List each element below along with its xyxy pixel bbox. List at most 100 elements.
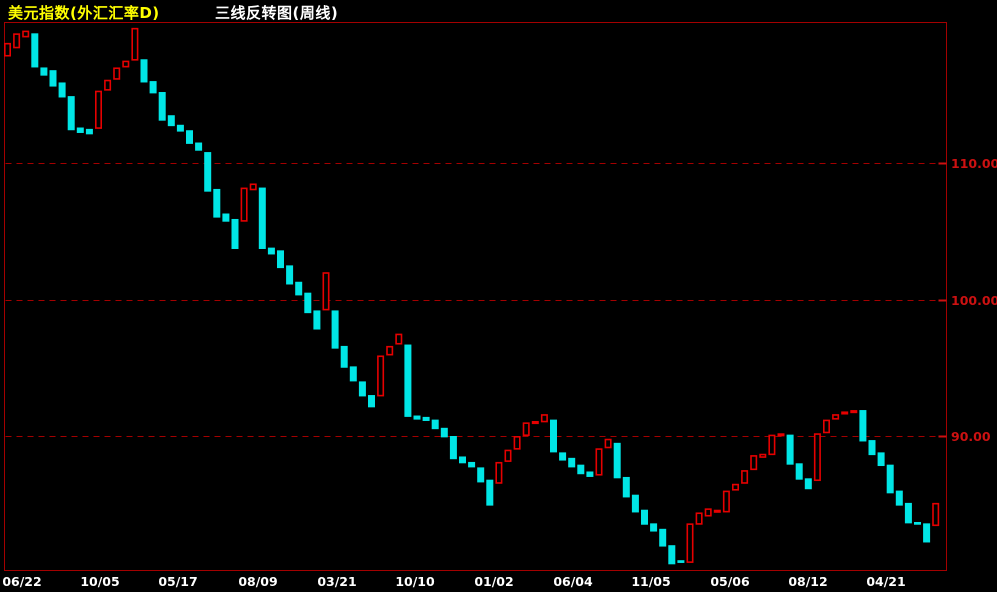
down-column-bar	[277, 250, 284, 269]
down-column-bar	[331, 310, 339, 349]
down-column-bar	[176, 124, 184, 132]
up-column-bar	[513, 435, 521, 450]
x-axis-label: 01/02	[474, 574, 513, 589]
chart-frame	[4, 22, 947, 571]
down-column-bar	[349, 366, 357, 382]
up-column-bar	[504, 449, 512, 462]
down-column-bar	[49, 70, 57, 87]
down-column-bar	[622, 476, 630, 498]
down-column-bar	[631, 494, 639, 513]
down-column-bar	[668, 545, 676, 565]
down-column-bar	[313, 310, 321, 330]
up-column-bar	[813, 433, 821, 482]
up-column-bar	[131, 27, 139, 61]
up-column-bar	[850, 410, 858, 414]
down-column-bar	[559, 452, 567, 461]
up-column-bar	[13, 33, 21, 49]
down-column-bar	[641, 509, 648, 525]
up-column-bar	[932, 502, 940, 527]
up-column-bar	[722, 490, 730, 513]
x-axis-label: 11/05	[631, 574, 670, 589]
down-column-bar	[413, 415, 421, 420]
up-column-bar	[750, 455, 758, 471]
down-column-bar	[449, 436, 457, 460]
down-column-bar	[76, 127, 84, 133]
down-column-bar	[67, 96, 75, 131]
x-axis-label: 06/22	[2, 574, 41, 589]
up-column-bar	[95, 90, 103, 129]
up-column-bar	[104, 79, 112, 91]
down-column-bar	[795, 463, 803, 480]
up-column-bar	[249, 183, 257, 191]
x-axis-label: 05/06	[710, 574, 750, 589]
x-axis-label: 05/17	[158, 574, 197, 589]
x-axis-label: 08/09	[238, 574, 277, 589]
up-column-bar	[841, 411, 849, 415]
down-column-bar	[149, 81, 157, 94]
down-column-bar	[158, 92, 166, 121]
up-column-bar	[113, 67, 121, 80]
down-column-bar	[477, 467, 485, 483]
down-column-bar	[431, 419, 439, 430]
down-column-bar	[486, 479, 494, 506]
down-column-bar	[550, 419, 557, 453]
x-axis-label: 08/12	[788, 574, 827, 589]
up-column-bar	[704, 508, 712, 517]
x-axis-label: 10/05	[80, 574, 119, 589]
up-column-bar	[731, 483, 739, 491]
down-column-bar	[859, 410, 867, 442]
up-column-bar	[759, 453, 767, 458]
down-column-bar	[286, 265, 294, 285]
down-column-bar	[204, 152, 212, 192]
down-column-bar	[886, 464, 894, 494]
down-column-bar	[167, 115, 175, 127]
down-column-bar	[368, 395, 375, 408]
down-column-bar	[904, 502, 912, 524]
down-column-bar	[267, 247, 275, 255]
down-column-bar	[923, 523, 931, 543]
up-column-bar	[322, 272, 330, 311]
up-column-bar	[377, 355, 385, 397]
down-column-bar	[459, 456, 466, 464]
down-column-bar	[85, 128, 93, 135]
up-column-bar	[240, 187, 248, 222]
x-axis-label: 10/10	[395, 574, 435, 589]
down-column-bar	[340, 345, 348, 368]
chart-header: 美元指数(外汇汇率D) 三线反转图(周线)	[0, 0, 997, 22]
down-column-bar	[877, 452, 885, 467]
up-column-bar	[832, 414, 840, 420]
down-column-bar	[213, 188, 221, 218]
up-column-bar	[822, 419, 830, 434]
up-column-bar	[386, 345, 394, 356]
up-column-bar	[495, 461, 503, 484]
down-column-bar	[422, 416, 430, 421]
down-column-bar	[577, 464, 585, 475]
instrument-title: 美元指数(外汇汇率D)	[8, 4, 160, 22]
y-axis-label: 90.00	[951, 429, 991, 444]
down-column-bar	[140, 59, 148, 83]
down-column-bar	[650, 523, 658, 532]
down-column-bar	[568, 457, 576, 468]
down-column-bar	[295, 281, 303, 296]
down-column-bar	[804, 478, 812, 490]
up-column-bar	[768, 434, 776, 456]
up-column-bar	[531, 420, 539, 425]
up-column-bar	[122, 60, 130, 68]
down-column-bar	[440, 427, 448, 438]
down-column-bar	[258, 187, 266, 249]
down-column-bar	[786, 434, 794, 465]
down-column-bar	[195, 142, 203, 151]
down-column-bar	[914, 521, 921, 525]
down-column-bar	[613, 442, 621, 479]
up-column-bar	[695, 512, 703, 525]
down-column-bar	[222, 213, 230, 222]
down-column-bar	[895, 490, 903, 506]
down-column-bar	[404, 344, 412, 417]
up-column-bar	[540, 414, 548, 423]
x-axis-label: 03/21	[317, 574, 356, 589]
up-column-bar	[604, 438, 612, 449]
chart-type-title: 三线反转图(周线)	[215, 4, 339, 22]
down-column-bar	[868, 440, 876, 456]
